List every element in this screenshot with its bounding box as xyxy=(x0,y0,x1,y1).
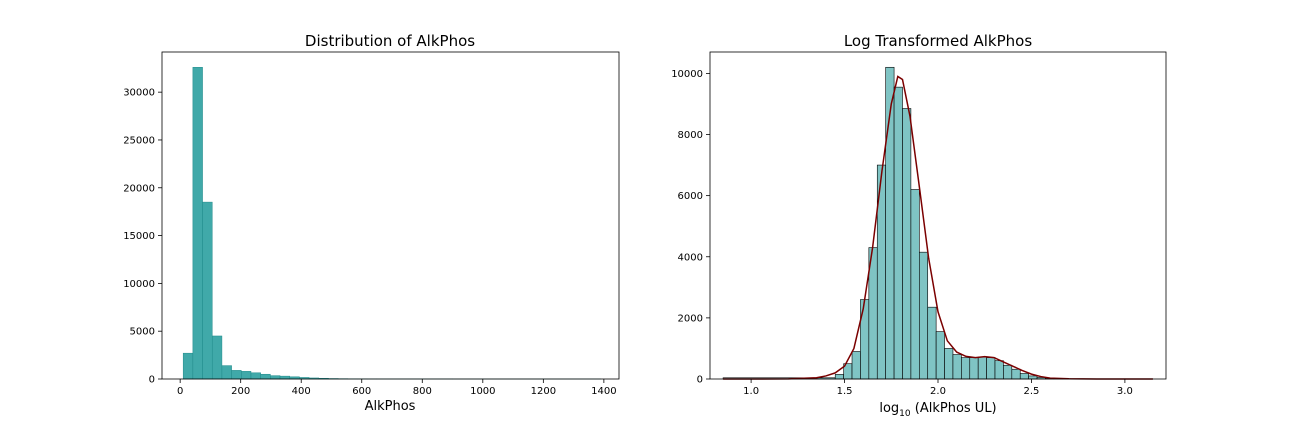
x-tick-label: 1000 xyxy=(470,386,495,397)
histogram-bar xyxy=(834,374,844,380)
y-tick-label: 10000 xyxy=(123,279,155,290)
histogram-bar xyxy=(935,331,945,380)
histogram-bar xyxy=(952,354,962,380)
y-tick-label: 0 xyxy=(697,375,703,386)
histogram-bar xyxy=(241,371,252,380)
x-tick-label: 3.0 xyxy=(1117,386,1133,397)
x-axis-label-main: log xyxy=(879,401,899,416)
x-axis-label-subscript: 10 xyxy=(899,409,911,419)
histogram-bar xyxy=(192,67,203,380)
histogram-bar xyxy=(994,360,1004,380)
histogram-bars xyxy=(182,67,602,380)
x-tick-label: 1.0 xyxy=(743,386,759,397)
histogram-bar xyxy=(944,348,954,380)
y-tick-label: 2000 xyxy=(678,313,703,324)
histogram-bar xyxy=(986,357,996,380)
y-tick-label: 4000 xyxy=(678,252,703,263)
x-tick-label: 1.5 xyxy=(837,386,853,397)
x-axis-label-rest: (AlkPhos UL) xyxy=(911,401,997,416)
chart-alkphos-distribution: Distribution of AlkPhos 0 200 400 600 800 100… xyxy=(123,32,620,414)
chart-title: Distribution of AlkPhos xyxy=(305,32,475,50)
y-tick-label: 0 xyxy=(149,375,155,386)
y-tick-label: 6000 xyxy=(678,191,703,202)
x-tick-label: 600 xyxy=(352,386,371,397)
x-tick-label: 1200 xyxy=(531,386,556,397)
histogram-bar xyxy=(260,373,271,380)
x-tick-label: 800 xyxy=(413,386,432,397)
kde-curve xyxy=(723,75,1153,380)
x-tick-label: 2.5 xyxy=(1023,386,1039,397)
y-tick-label: 20000 xyxy=(123,183,155,194)
y-axis-ticks: 0 5000 10000 15000 20000 25000 30000 xyxy=(123,88,162,386)
plot-frame xyxy=(161,51,620,380)
histogram-bar xyxy=(211,335,223,380)
histogram-bar xyxy=(202,201,213,380)
histogram-bars xyxy=(722,66,1071,380)
histogram-bar xyxy=(893,86,903,380)
x-tick-label: 200 xyxy=(231,386,250,397)
histogram-bar xyxy=(851,351,861,380)
histogram-bar xyxy=(221,365,232,380)
histogram-bar xyxy=(910,189,920,380)
histogram-bar xyxy=(969,357,979,380)
chart-log-alkphos: Log Transformed AlkPhos 1.0 1.5 2.0 2.5 3.0 … xyxy=(671,32,1167,419)
histogram-bar xyxy=(961,357,971,380)
histogram-bar xyxy=(1019,373,1029,380)
x-tick-label: 1400 xyxy=(591,386,616,397)
histogram-bar xyxy=(231,370,242,380)
x-axis-ticks: 0 200 400 600 800 1000 1200 1400 xyxy=(177,379,617,397)
x-axis-label: AlkPhos xyxy=(365,399,416,414)
x-axis-label: log10 (AlkPhos UL) xyxy=(879,401,996,419)
x-tick-label: 2.0 xyxy=(930,386,946,397)
histogram-bar xyxy=(1011,368,1021,380)
x-tick-label: 400 xyxy=(292,386,311,397)
histogram-bar xyxy=(279,375,290,380)
y-tick-label: 10000 xyxy=(671,69,703,80)
histogram-bar xyxy=(1028,375,1038,380)
plot-frame xyxy=(709,51,1167,380)
histogram-bar xyxy=(977,356,987,380)
y-tick-label: 30000 xyxy=(123,88,155,99)
x-tick-label: 0 xyxy=(177,386,183,397)
histogram-bar xyxy=(902,108,912,380)
y-tick-label: 15000 xyxy=(123,231,155,242)
x-axis-ticks: 1.0 1.5 2.0 2.5 3.0 xyxy=(743,379,1133,397)
histogram-bar xyxy=(927,306,937,380)
histogram-bar xyxy=(919,251,929,380)
histogram-bar xyxy=(270,375,281,380)
histogram-bar xyxy=(860,299,870,380)
y-axis-ticks: 0 2000 4000 6000 8000 10000 xyxy=(671,69,710,386)
histogram-bar xyxy=(1003,364,1013,380)
y-tick-label: 8000 xyxy=(678,130,703,141)
histogram-bar xyxy=(182,352,194,380)
y-tick-label: 25000 xyxy=(123,135,155,146)
y-tick-label: 5000 xyxy=(130,327,155,338)
histogram-bar xyxy=(250,372,261,380)
chart-title: Log Transformed AlkPhos xyxy=(844,32,1033,50)
